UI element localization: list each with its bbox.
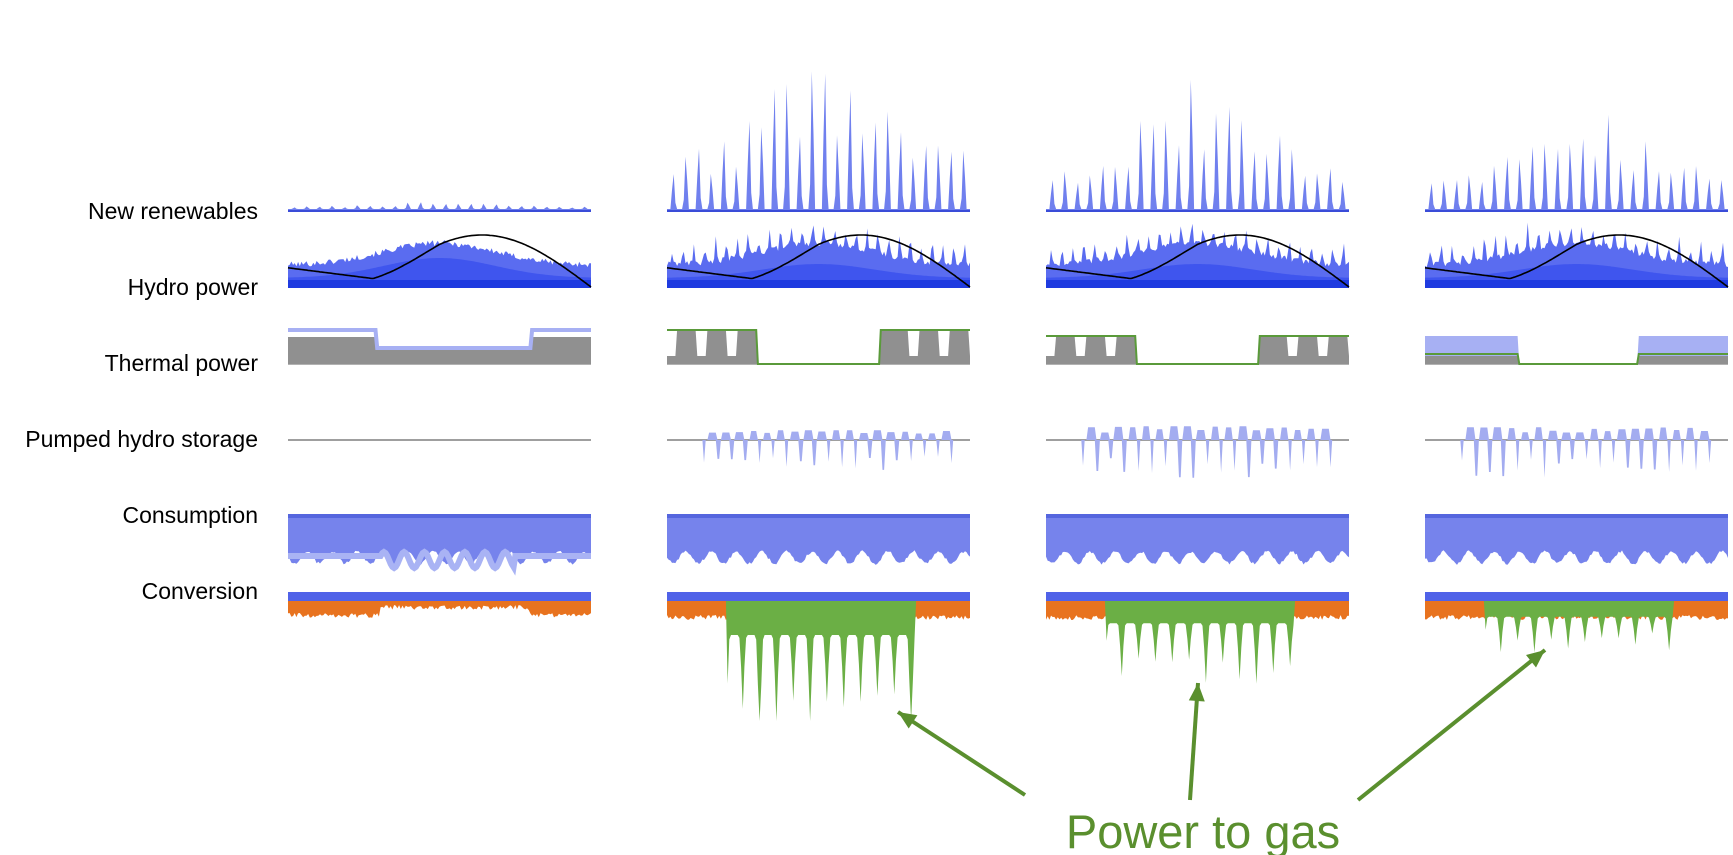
thermal-gray-area [288,337,591,364]
conversion-blue-band [1046,592,1349,601]
pumped-up-area [667,430,970,440]
reservoir-level-line [287,234,592,288]
power-to-gas-area [667,601,970,721]
hydro-light-area [1046,223,1349,288]
consumption-area [1425,516,1728,565]
scenario-panel-3 [1045,79,1350,684]
renewables-area [1046,79,1349,211]
thermal-green-line [667,329,970,365]
power-to-gas-area [1425,601,1728,653]
annotation-arrow-1 [896,710,1027,797]
power-to-gas-annotation: Power to gas [896,648,1547,855]
conversion-blue-band [1425,592,1728,601]
renewables-area [667,71,970,211]
annotation-arrowhead-1 [898,712,918,729]
conversion-blue-band [667,592,970,601]
hydro-dark-area [667,280,970,288]
reservoir-level-line [1424,234,1729,288]
annotation-arrow-2 [1188,682,1200,801]
reservoir-level-line [1045,234,1350,288]
scenario-panels [287,71,1729,721]
conversion-blue-band [288,592,591,601]
reservoir-level-line [666,234,971,288]
thermal-blue-band [288,328,591,350]
thermal-green-line [1425,353,1728,365]
row-label-hydro-power: Hydro power [128,274,259,300]
thermal-gray-area [667,330,970,364]
thermal-gray-area [1425,356,1728,364]
scenario-panel-4 [1424,114,1729,653]
thermal-gray-area [1046,336,1349,364]
conversion-orange-area [288,601,591,618]
thermal-green-line [1046,335,1349,365]
row-label-thermal-power: Thermal power [105,350,259,376]
scenario-panel-2 [666,71,971,721]
power-to-gas-label: Power to gas [1066,805,1340,855]
power-to-gas-area [1046,601,1349,684]
row-label-pumped-hydro-storage: Pumped hydro storage [25,426,258,452]
row-label-new-renewables: New renewables [88,198,258,224]
renewables-area [1425,114,1728,211]
renewables-area [288,202,591,211]
pumped-down-area [1425,440,1728,478]
pumped-down-area [667,440,970,470]
annotation-arrowhead-3 [1526,650,1545,668]
row-labels: New renewables Hydro power Thermal power… [25,198,258,604]
row-label-consumption: Consumption [122,502,258,528]
hydro-light-area [667,225,970,288]
consumption-flex-band [288,548,591,576]
pumped-up-area [1046,426,1349,440]
hydro-dark-area [288,280,591,288]
hydro-dark-area [1046,280,1349,288]
annotation-arrowhead-2 [1188,683,1205,702]
hydro-dark-area [1425,280,1728,288]
row-label-conversion: Conversion [142,578,258,604]
pumped-down-area [1046,440,1349,478]
scenario-panel-1 [287,202,592,618]
consumption-area [667,516,970,565]
annotation-arrow-3 [1356,648,1547,802]
pumped-up-area [1425,427,1728,440]
hydro-light-area [1425,222,1728,288]
consumption-area [1046,516,1349,565]
consumption-area [288,516,591,565]
